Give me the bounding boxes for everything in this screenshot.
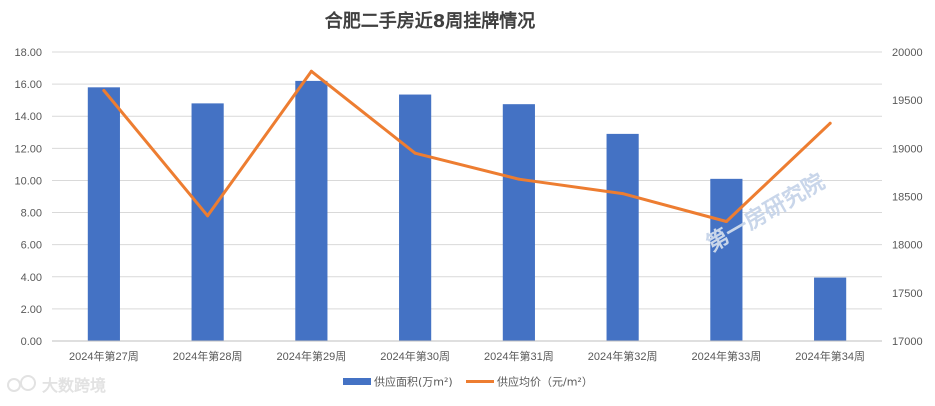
watermark-logo-icon [7, 378, 21, 392]
x-tick-label: 2024年第31周 [484, 349, 554, 363]
line-point [102, 89, 106, 93]
y-right-tick-label: 17000 [892, 336, 923, 348]
watermark-bottom-left: 大数跨境 [7, 375, 106, 395]
bar [606, 133, 639, 341]
y-left-tick-label: 14.00 [14, 111, 42, 123]
chart-title: 合肥二手房近8周挂牌情况 [325, 10, 536, 32]
x-tick-label: 2024年第27周 [69, 349, 139, 363]
y-left-tick-label: 2.00 [21, 304, 42, 316]
line-point [206, 214, 210, 218]
line-point [309, 69, 313, 73]
x-tick-label: 2024年第28周 [173, 349, 243, 363]
x-tick-label: 2024年第32周 [588, 349, 658, 363]
y-left-tick-label: 0.00 [21, 336, 42, 348]
line-point [621, 192, 625, 196]
y-left-tick-label: 10.00 [14, 175, 42, 187]
bar [814, 277, 847, 341]
x-tick-label: 2024年第34周 [795, 349, 865, 363]
line-point [828, 121, 832, 125]
line-series [102, 69, 832, 224]
y-left-tick-label: 12.00 [14, 143, 42, 155]
watermark-logo-icon-2 [20, 375, 36, 391]
y-axis-left: 0.00 2.00 4.00 6.00 8.00 10.00 12.00 14.00 16.00… [14, 47, 42, 348]
y-right-tick-label: 20000 [892, 47, 923, 59]
bar [710, 178, 743, 341]
y-left-tick-label: 8.00 [21, 208, 42, 220]
legend-label-bar: 供应面积(万m²) [374, 375, 453, 389]
line-point [413, 151, 417, 155]
line-series-path [102, 69, 832, 223]
x-tick-label: 2024年第33周 [692, 349, 762, 363]
y-right-tick-label: 18500 [892, 192, 923, 204]
y-right-tick-label: 17500 [892, 288, 923, 300]
line-point [724, 220, 728, 224]
y-right-tick-label: 19500 [892, 95, 923, 107]
bar [295, 80, 328, 342]
bar [399, 94, 432, 341]
y-axis-right: 17000 17500 18000 18500 19000 19500 20000 [892, 47, 923, 348]
legend-label-line: 供应均价（元/m²） [497, 375, 593, 389]
y-left-tick-label: 4.00 [21, 272, 42, 284]
legend: 供应面积(万m²) 供应均价（元/m²） [343, 375, 593, 389]
bar-series [87, 80, 847, 342]
legend-swatch-bar [343, 378, 371, 385]
y-left-tick-label: 6.00 [21, 240, 42, 252]
bar [87, 87, 120, 341]
y-left-tick-label: 16.00 [14, 79, 42, 91]
y-right-tick-label: 19000 [892, 143, 923, 155]
x-tick-label: 2024年第30周 [380, 349, 450, 363]
bar [502, 104, 535, 341]
bar [191, 103, 224, 341]
gridlines [52, 51, 882, 342]
x-tick-label: 2024年第29周 [277, 349, 347, 363]
y-right-tick-label: 18000 [892, 240, 923, 252]
watermark-bottom-left-text: 大数跨境 [42, 376, 106, 395]
y-left-tick-label: 18.00 [14, 47, 42, 59]
x-axis: 2024年第27周 2024年第28周 2024年第29周 2024年第30周 2024… [52, 340, 882, 363]
line-point [517, 177, 521, 181]
